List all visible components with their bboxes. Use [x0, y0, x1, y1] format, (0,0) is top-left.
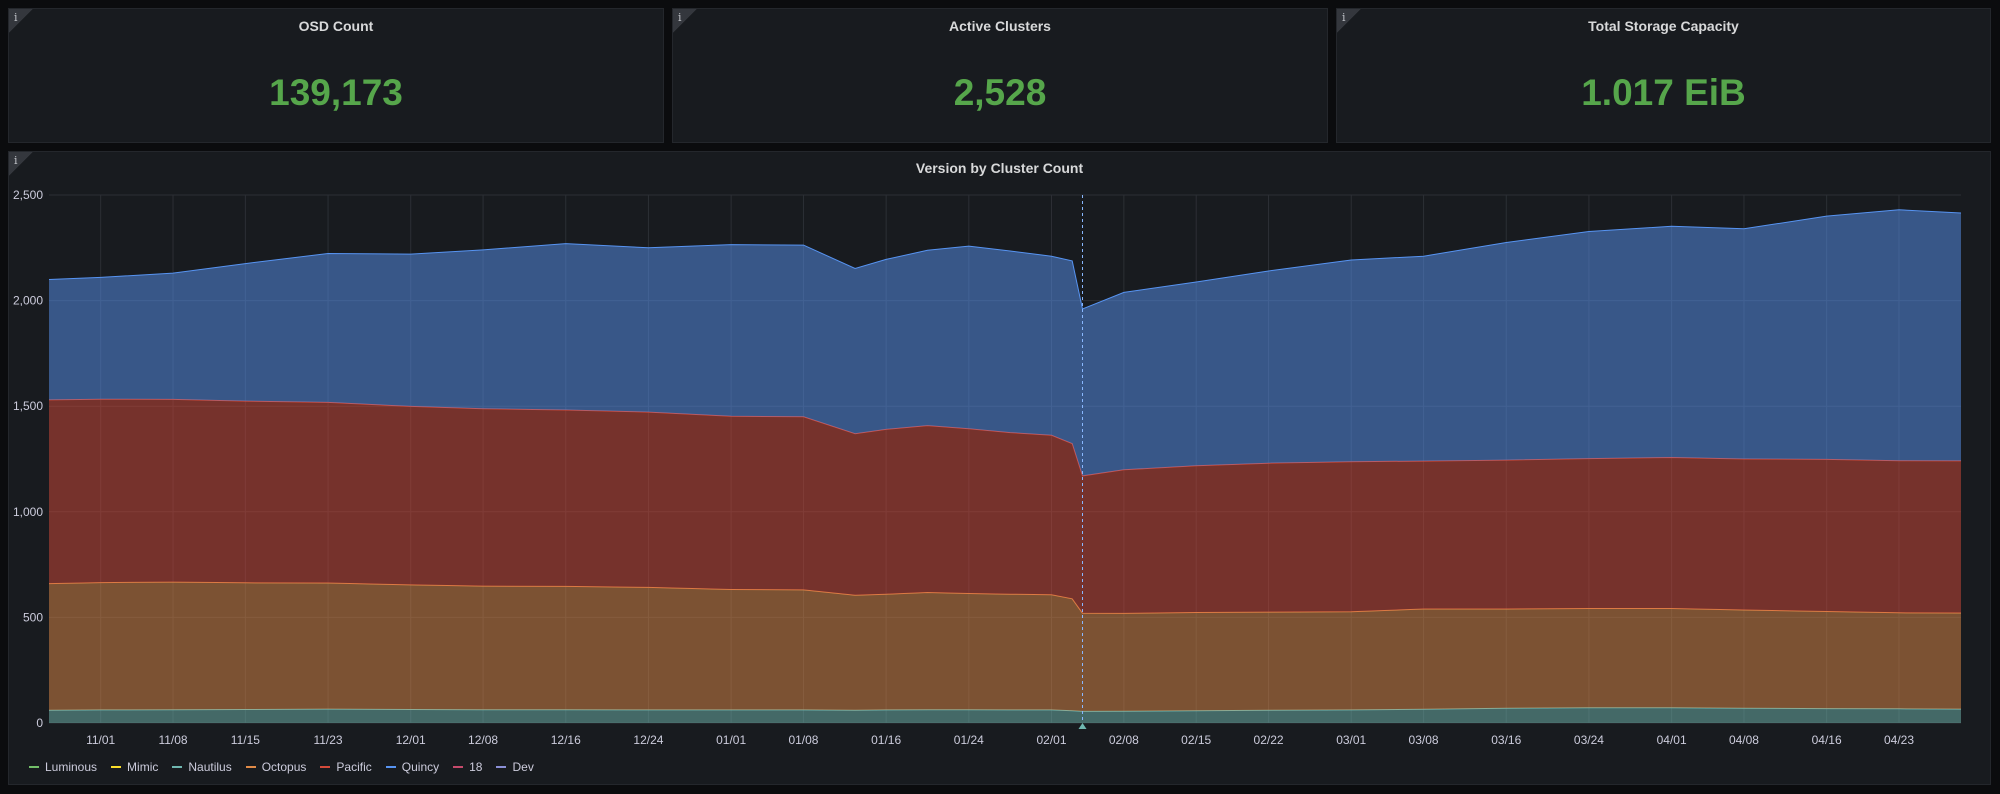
x-tick-label: 11/01 [86, 733, 115, 747]
info-icon[interactable]: i [9, 152, 33, 176]
x-tick-label: 04/01 [1657, 733, 1687, 747]
y-tick-label: 1,500 [13, 399, 43, 413]
x-tick-label: 12/01 [396, 733, 426, 747]
x-tick-label: 02/22 [1254, 733, 1284, 747]
area-octopus [49, 582, 1961, 712]
osd-count-title: OSD Count [298, 18, 374, 34]
legend-swatch [385, 766, 396, 768]
x-tick-label: 02/15 [1181, 733, 1211, 747]
chart-legend: Luminous Mimic Nautilus Octopus Pacific Quinc… [29, 760, 534, 774]
x-tick-label: 03/24 [1574, 733, 1604, 747]
legend-label: Quincy [401, 760, 440, 774]
legend-item-octopus[interactable]: Octopus [245, 760, 307, 774]
legend-swatch [172, 766, 183, 768]
x-tick-label: 02/08 [1109, 733, 1139, 747]
osd-count-panel[interactable]: i OSD Count 139,173 [8, 8, 664, 143]
y-tick-label: 2,500 [13, 188, 43, 202]
legend-label: 18 [469, 760, 483, 774]
crosshair-marker [1078, 723, 1087, 729]
legend-item-dev[interactable]: Dev [496, 760, 534, 774]
legend-swatch [245, 766, 256, 768]
storage-capacity-panel[interactable]: i Total Storage Capacity 1.017 EiB [1336, 8, 1991, 143]
legend-swatch [29, 766, 39, 768]
x-tick-label: 11/08 [158, 733, 187, 747]
storage-capacity-value: 1.017 EiB [1581, 72, 1746, 113]
x-tick-label: 12/24 [633, 733, 663, 747]
legend-swatch [111, 766, 122, 768]
stacked-area-chart[interactable]: 0 500 1,000 1,500 2,000 2,500 11/01 11/08 11/15 1… [9, 152, 1992, 752]
storage-capacity-title: Total Storage Capacity [1588, 18, 1739, 34]
legend-label: Nautilus [188, 760, 232, 774]
x-tick-label: 11/15 [231, 733, 260, 747]
x-tick-label: 02/01 [1036, 733, 1066, 747]
legend-label: Mimic [127, 760, 159, 774]
x-tick-label: 12/16 [551, 733, 581, 747]
legend-item-nautilus[interactable]: Nautilus [172, 760, 232, 774]
version-chart-panel[interactable]: i Version by Cluster Count 0 500 1,000 1,50… [8, 151, 1991, 785]
x-tick-label: 01/01 [716, 733, 746, 747]
chart-title: Version by Cluster Count [915, 160, 1084, 176]
y-tick-label: 2,000 [13, 294, 43, 308]
legend-item-luminous[interactable]: Luminous [29, 760, 97, 774]
x-tick-label: 11/23 [313, 733, 342, 747]
legend-swatch [320, 766, 331, 768]
x-tick-label: 01/16 [871, 733, 901, 747]
x-tick-label: 01/24 [954, 733, 984, 747]
x-tick-label: 03/16 [1491, 733, 1521, 747]
area-pacific [49, 399, 1961, 614]
x-tick-label: 01/08 [788, 733, 818, 747]
info-icon[interactable]: i [673, 9, 697, 33]
line-quincy [48, 209, 1962, 310]
x-tick-label: 04/23 [1884, 733, 1914, 747]
legend-label: Dev [512, 760, 534, 774]
active-clusters-panel[interactable]: i Active Clusters 2,528 [672, 8, 1328, 143]
x-tick-label: 04/16 [1812, 733, 1842, 747]
x-tick-label: 03/01 [1336, 733, 1366, 747]
x-tick-label: 04/08 [1729, 733, 1759, 747]
active-clusters-title: Active Clusters [949, 18, 1051, 34]
x-tick-label: 12/08 [468, 733, 498, 747]
info-icon[interactable]: i [9, 9, 33, 33]
area-nautilus [49, 707, 1961, 723]
y-tick-label: 0 [36, 716, 43, 730]
active-clusters-value: 2,528 [953, 72, 1047, 113]
legend-label: Luminous [45, 760, 98, 774]
legend-item-quincy[interactable]: Quincy [385, 760, 440, 774]
legend-swatch [496, 766, 507, 768]
area-quincy [49, 209, 1961, 476]
y-tick-label: 500 [23, 610, 43, 624]
legend-item-pacific[interactable]: Pacific [320, 760, 372, 774]
legend-label: Octopus [261, 760, 307, 774]
legend-item-18[interactable]: 18 [453, 760, 482, 774]
info-icon[interactable]: i [1337, 9, 1361, 33]
osd-count-value: 139,173 [269, 72, 403, 113]
y-tick-label: 1,000 [13, 505, 43, 519]
x-tick-label: 03/08 [1409, 733, 1439, 747]
legend-swatch [453, 766, 464, 768]
legend-item-mimic[interactable]: Mimic [111, 760, 158, 774]
legend-label: Pacific [336, 760, 372, 774]
